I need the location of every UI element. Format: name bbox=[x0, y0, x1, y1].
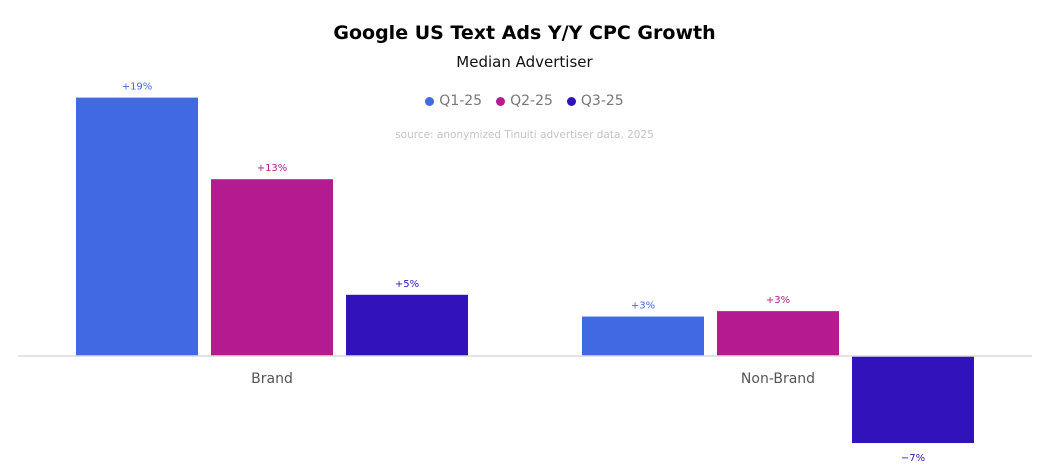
chart-title: Google US Text Ads Y/Y CPC Growth bbox=[333, 22, 716, 44]
bar-q2-25-non-brand bbox=[717, 311, 839, 356]
bar-q3-25-non-brand bbox=[852, 356, 974, 444]
data-label: −7% bbox=[901, 453, 925, 464]
source-note: source: anonymized Tinuiti advertiser da… bbox=[395, 129, 654, 141]
bar-q2-25-brand bbox=[211, 179, 333, 356]
legend: Q1-25 Q2-25 Q3-25 bbox=[0, 93, 1049, 109]
data-label: +13% bbox=[257, 163, 288, 174]
legend-item-q1[interactable]: Q1-25 bbox=[425, 93, 482, 109]
legend-label: Q1-25 bbox=[439, 93, 483, 109]
bar-q3-25-brand bbox=[346, 294, 468, 356]
category-label-brand: Brand bbox=[251, 371, 293, 387]
legend-dot-q1 bbox=[425, 96, 435, 106]
legend-item-q2[interactable]: Q2-25 bbox=[496, 93, 553, 109]
legend-item-q3[interactable]: Q3-25 bbox=[566, 93, 624, 109]
data-label: +5% bbox=[395, 279, 419, 290]
legend-label: Q3-25 bbox=[580, 93, 624, 109]
legend-label: Q2-25 bbox=[510, 93, 553, 109]
data-label: +3% bbox=[766, 295, 790, 306]
bar-q1-25-non-brand bbox=[582, 316, 704, 356]
bar-q1-25-brand bbox=[76, 97, 198, 356]
legend-dot-q3 bbox=[566, 96, 576, 106]
chart-subtitle: Median Advertiser bbox=[456, 53, 593, 71]
category-label-non-brand: Non-Brand bbox=[741, 371, 815, 387]
data-label: +19% bbox=[122, 82, 153, 93]
legend-dot-q2 bbox=[496, 96, 506, 106]
data-label: +3% bbox=[631, 301, 655, 312]
